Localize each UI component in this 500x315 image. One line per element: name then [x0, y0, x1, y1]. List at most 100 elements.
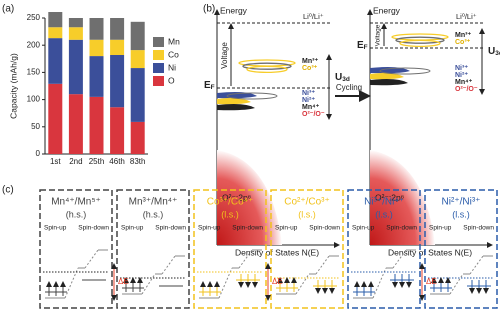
spin-state: (h.s.): [143, 209, 164, 219]
ion-label: Mn³⁺: [302, 58, 318, 65]
level-gray: [386, 249, 416, 269]
legend-swatch: [153, 50, 164, 60]
level-gray: [295, 255, 330, 295]
band-upper: [395, 36, 445, 44]
u3d-label: U3d: [335, 72, 350, 83]
x-tick-label: 46th: [109, 157, 125, 166]
o2p-label: O²⁻:2p⁶: [222, 192, 251, 202]
bar-segment: [48, 12, 63, 28]
voltage-label: Voltage: [220, 42, 229, 69]
y-tick-label: 50: [31, 122, 40, 131]
o2p-band: [370, 150, 435, 245]
legend-label: O: [168, 75, 175, 85]
bar-segment: [130, 121, 145, 154]
y-tick-label: 200: [27, 40, 41, 49]
fermi-label-sub: F: [364, 44, 368, 51]
fermi-label-sub: F: [211, 84, 215, 91]
fermi-label: EF: [357, 40, 368, 51]
x-tick-label: 2nd: [69, 157, 82, 166]
spin-state: (h.s.): [66, 209, 87, 219]
energy-label: Energy: [220, 5, 248, 15]
bar-segment: [110, 107, 125, 154]
spin-up-label: Spin-up: [44, 225, 67, 232]
spin-down-label: Spin-down: [463, 225, 494, 232]
level-gray: [463, 255, 493, 275]
legend-label: Ni: [168, 62, 176, 72]
fermi-label: EF: [204, 80, 215, 91]
spin-title: Mn⁴⁺/Mn⁵⁺: [51, 197, 101, 208]
level-gray: [232, 249, 262, 269]
y-axis-label: Capacity (mAh/g): [8, 53, 18, 119]
bar-segment: [68, 18, 83, 28]
spin-state: (l.s.): [298, 209, 316, 219]
legend-swatch: [153, 76, 164, 86]
spin-title: Ni³⁺/Ni⁴⁺: [364, 197, 404, 208]
spin-title: Ni²⁺/Ni³⁺: [442, 197, 481, 208]
bar-segment: [68, 39, 83, 95]
level-gray: [218, 249, 253, 299]
bar-segment: [48, 38, 63, 84]
oxygen-label: O²⁻/O⁻: [455, 86, 478, 93]
li-label: Li⁰/Li⁺: [456, 12, 477, 21]
spin-up-label: Spin-up: [121, 225, 144, 232]
bar-segment: [68, 94, 83, 154]
bar-segment: [48, 27, 63, 39]
bar-segment: [110, 18, 125, 40]
band-upper: [246, 65, 288, 74]
o2p-label: O²⁻:2p⁶: [375, 192, 404, 202]
x-tick-label: 83th: [130, 157, 146, 166]
li-label: Li⁰/Li⁺: [303, 12, 324, 21]
band-upper: [399, 39, 441, 48]
delta-label: ΔE: [272, 277, 283, 286]
spin-state: (l.s.): [375, 209, 393, 219]
u3d-label-sub: 3d: [495, 50, 500, 57]
bar-segment: [130, 68, 145, 122]
u3d-label: U3d: [488, 46, 500, 57]
ion-label: Co³⁺: [302, 65, 318, 72]
spin-state: (l.s.): [221, 209, 239, 219]
ion-label: Ni³⁺: [302, 90, 315, 97]
ion-label: Mn⁴⁺: [455, 79, 473, 86]
level-gray: [64, 249, 99, 299]
bar-segment: [48, 83, 63, 154]
spin-title: Mn³⁺/Mn⁴⁺: [129, 197, 178, 208]
spin-box: [193, 189, 267, 309]
legend-swatch: [153, 63, 164, 73]
band-lower: [217, 104, 255, 111]
bar-segment: [89, 56, 104, 97]
band-lower: [217, 98, 251, 105]
ion-label: Ni²⁺: [302, 97, 315, 104]
fermi-label-main: E: [357, 40, 364, 51]
panel-label: (c): [2, 185, 14, 196]
bar-segment: [89, 96, 104, 154]
x-tick-label: 25th: [89, 157, 105, 166]
spin-state: (l.s.): [452, 209, 470, 219]
level-gray: [372, 249, 407, 299]
y-tick-label: 100: [27, 95, 41, 104]
dos-xlabel: Density of States N(E): [235, 247, 319, 257]
dos-xlabel: Density of States N(E): [388, 247, 472, 257]
level-gray: [155, 255, 185, 275]
u3d-label-main: U: [335, 72, 342, 83]
band-lower: [226, 92, 278, 100]
spin-box: [347, 189, 421, 309]
ion-label: Ni³⁺: [455, 65, 468, 72]
spin-box: [39, 189, 113, 309]
legend-swatch: [153, 37, 164, 47]
bar-segment: [68, 27, 83, 40]
bar-segment: [130, 21, 145, 51]
oxygen-label: O²⁻/O⁻: [302, 111, 325, 118]
band-lower: [370, 73, 404, 80]
band-lower: [379, 67, 431, 75]
legend-label: Co: [168, 49, 179, 59]
ion-label: Mn⁴⁺: [302, 104, 320, 111]
bar-segment: [89, 39, 104, 57]
bar-segment: [130, 50, 145, 69]
u3d-label-main: U: [488, 46, 495, 57]
spin-up-label: Spin-up: [429, 225, 452, 232]
spin-box: [116, 189, 190, 309]
band-lower: [370, 79, 408, 86]
voltage-label: Voltage: [375, 24, 382, 46]
spin-up-label: Spin-up: [352, 225, 375, 232]
